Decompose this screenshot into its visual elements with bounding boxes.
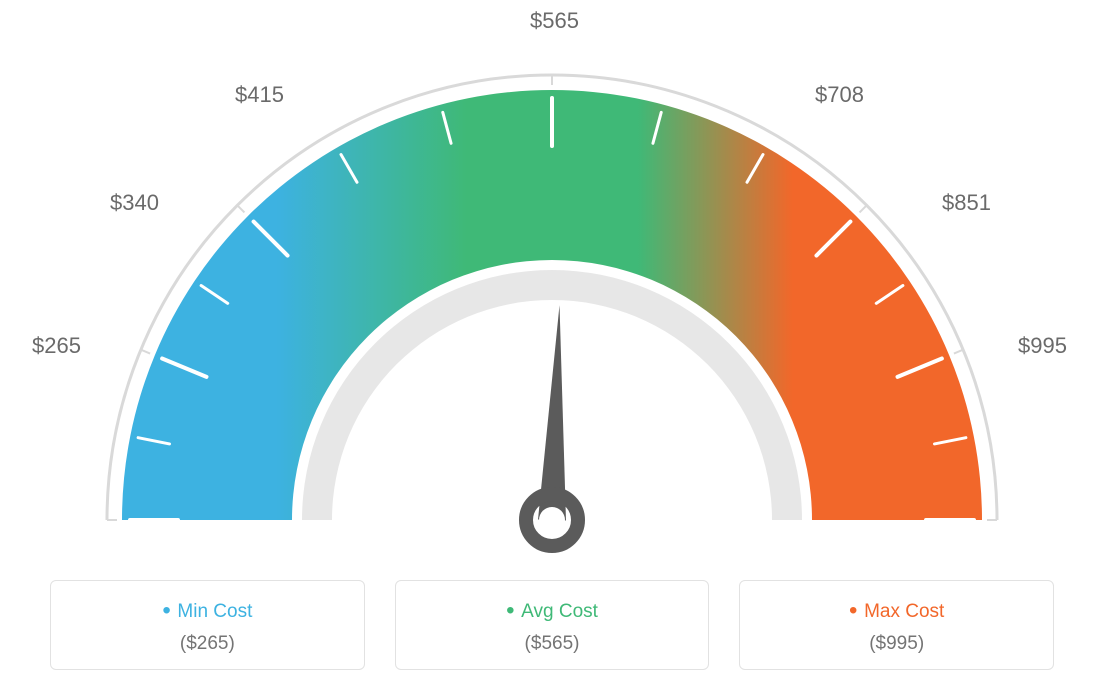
legend-min-label: Min Cost: [51, 597, 364, 625]
tick-label-4: $708: [815, 82, 864, 108]
tick-label-3: $565: [530, 8, 579, 34]
legend-avg-value: ($565): [396, 633, 709, 655]
legend-avg: Avg Cost ($565): [395, 580, 710, 670]
tick-label-2: $415: [235, 82, 284, 108]
legend-min-value: ($265): [51, 633, 364, 655]
tick-label-1: $340: [110, 190, 159, 216]
legend-max-value: ($995): [740, 633, 1053, 655]
legend-min: Min Cost ($265): [50, 580, 365, 670]
legend-max: Max Cost ($995): [739, 580, 1054, 670]
legend: Min Cost ($265) Avg Cost ($565) Max Cost…: [0, 580, 1104, 670]
legend-max-label: Max Cost: [740, 597, 1053, 625]
tick-label-5: $851: [942, 190, 991, 216]
tick-label-0: $265: [32, 333, 81, 359]
gauge-svg: [52, 10, 1052, 570]
gauge-chart: $265 $340 $415 $565 $708 $851 $995: [0, 0, 1104, 580]
legend-avg-label: Avg Cost: [396, 597, 709, 625]
tick-label-6: $995: [1018, 333, 1067, 359]
